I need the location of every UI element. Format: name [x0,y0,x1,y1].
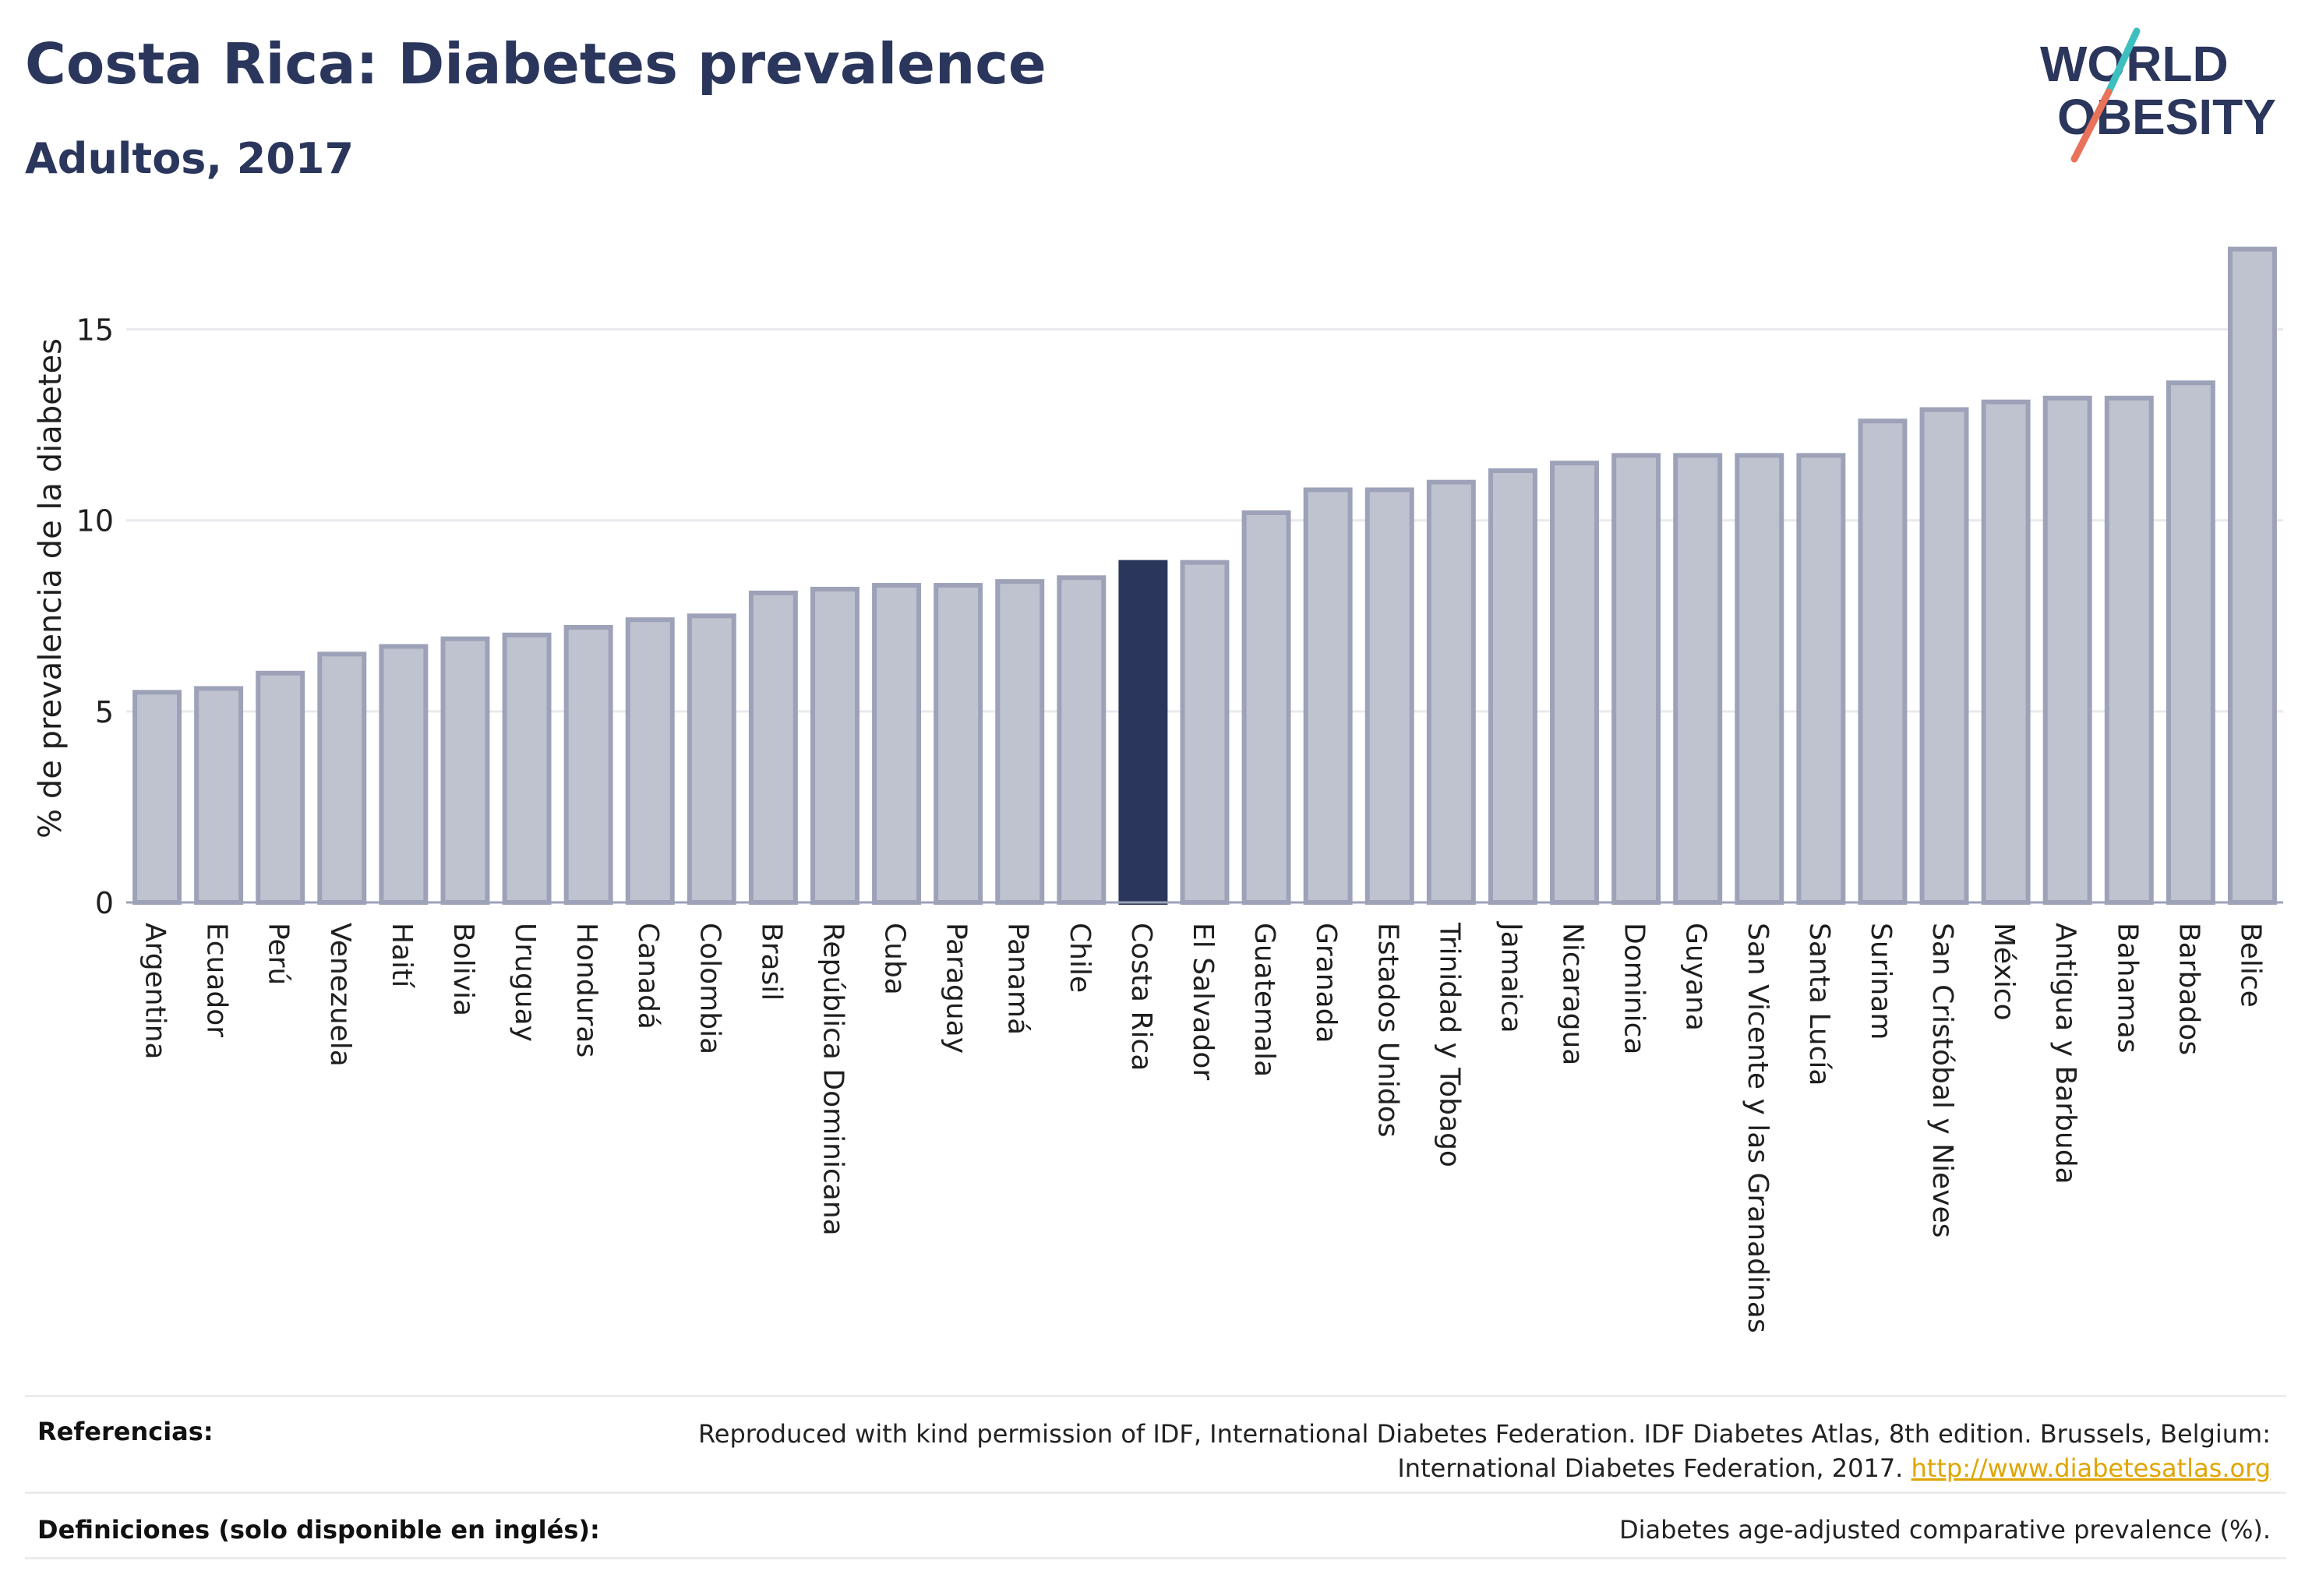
bar-venezuela [317,651,367,905]
bar-uruguay [502,632,552,905]
bar-granada [1303,487,1353,905]
bar-honduras [563,624,613,905]
definitions-text: Diabetes age-adjusted comparative preval… [1619,1515,2271,1545]
x-tick-label: Ecuador [201,923,233,1037]
x-tick-label: San Cristóbal y Nieves [1926,923,1958,1238]
x-tick-label: San Vicente y las Granadinas [1742,923,1774,1333]
bar-el-salvador [1180,560,1230,905]
x-tick-label: Perú [263,923,295,985]
chart-title: Costa Rica: Diabetes prevalence [25,31,1047,97]
x-tick-label: Bolivia [447,923,479,1016]
bar-chart: 0 5 10 15 Argentina Ecuador Perú Venezuela Hait… [33,246,2283,1333]
bar-antigua-y-barbuda [2042,395,2092,905]
logo-slash-coral [2070,88,2113,163]
bar-república-dominicana [810,586,860,905]
bar-paraguay [934,583,983,905]
x-tick-label: Bahamas [2111,923,2143,1054]
bar-guatemala [1241,510,1291,905]
x-axis-labels: Argentina Ecuador Perú Venezuela Haití Bolivi… [139,921,2267,1333]
x-tick-label: Cuba [879,923,911,995]
bars [132,246,2277,906]
x-tick-label: Antigua y Barbuda [2049,923,2081,1185]
bar-perú [256,670,305,905]
definitions-label: Definiciones (solo disponible en inglés)… [37,1515,600,1545]
x-tick-label: Belice [2234,923,2266,1008]
x-tick-label: México [1988,923,2020,1021]
bar-bahamas [2104,395,2154,905]
x-tick-label: Santa Lucía [1803,923,1835,1086]
x-tick-label: Paraguay [941,923,972,1054]
bar-dominica [1611,453,1661,905]
x-tick-label: República Dominicana [817,923,849,1236]
x-tick-label: Brasil [755,923,787,1001]
y-tick-label: 15 [76,313,114,348]
x-tick-label: Nicaragua [1557,923,1589,1065]
bar-trinidad-y-tobago [1426,479,1476,905]
x-tick-label: Jamaica [1495,921,1527,1033]
x-tick-label: Uruguay [509,923,541,1042]
y-tick-label: 10 [76,504,114,538]
references-text: Reproduced with kind permission of IDF, … [634,1417,2271,1485]
chart-subtitle: Adultos, 2017 [25,134,355,183]
footer-divider-middle [25,1492,2286,1494]
bar-san-vicente-y-las-granadinas [1735,453,1784,905]
x-tick-label: El Salvador [1187,923,1219,1080]
x-tick-label: Venezuela [324,923,356,1067]
footer-divider-bottom [25,1557,2286,1559]
x-tick-label: Panamá [1002,923,1034,1035]
x-tick-label: Haití [386,923,418,988]
bar-jamaica [1488,468,1537,905]
bar-chile [1057,575,1107,905]
bar-san-cristóbal-y-nieves [1919,407,1969,905]
logo-line-world: WORLD [2040,36,2229,92]
x-tick-label: Canadá [632,923,664,1029]
bar-nicaragua [1550,461,1599,905]
y-tick-label: 0 [95,886,114,920]
x-tick-label: Trinidad y Tobago [1433,922,1465,1167]
bar-ecuador [194,686,244,905]
bar-belice [2227,246,2277,905]
x-tick-label: Surinam [1865,923,1897,1040]
x-tick-label: Dominica [1618,923,1650,1055]
y-axis-ticks: 0 5 10 15 [76,313,114,920]
bar-argentina [132,690,182,905]
bar-santa-lucía [1796,453,1846,905]
bar-surinam [1858,418,1908,905]
x-tick-label: Guyana [1680,923,1712,1031]
bar-cuba [872,583,922,905]
y-tick-label: 5 [95,695,114,729]
bar-canadá [625,617,675,906]
bar-panamá [995,579,1045,905]
x-tick-label: Honduras [570,923,602,1058]
x-tick-label: Costa Rica [1125,923,1157,1071]
x-tick-label: Argentina [139,923,171,1060]
x-tick-label: Estados Unidos [1371,923,1403,1138]
world-obesity-logo: WORLD OBESITY [2040,27,2276,163]
x-tick-label: Barbados [2173,923,2204,1055]
bar-haití [379,644,429,905]
bar-colombia [687,613,736,905]
references-body: Reproduced with kind permission of IDF, … [697,1419,2271,1483]
footer-divider-top [25,1395,2286,1397]
bar-guyana [1673,453,1723,905]
bar-barbados [2166,380,2215,905]
references-link[interactable]: http://www.diabetesatlas.org [1911,1453,2271,1483]
references-label: Referencias: [37,1417,214,1446]
x-tick-label: Colombia [694,923,725,1054]
bar-brasil [748,590,798,906]
x-tick-label: Granada [1310,923,1342,1043]
bar-bolivia [440,636,490,906]
bar-estados-unidos [1364,487,1414,905]
x-tick-label: Guatemala [1248,923,1280,1077]
bar-méxico [1981,399,2031,905]
bar-costa-rica [1118,560,1168,905]
logo-slash-teal [2105,27,2141,96]
x-tick-label: Chile [1064,923,1096,993]
y-axis-label: % de prevalencia de la diabetes [33,338,69,839]
